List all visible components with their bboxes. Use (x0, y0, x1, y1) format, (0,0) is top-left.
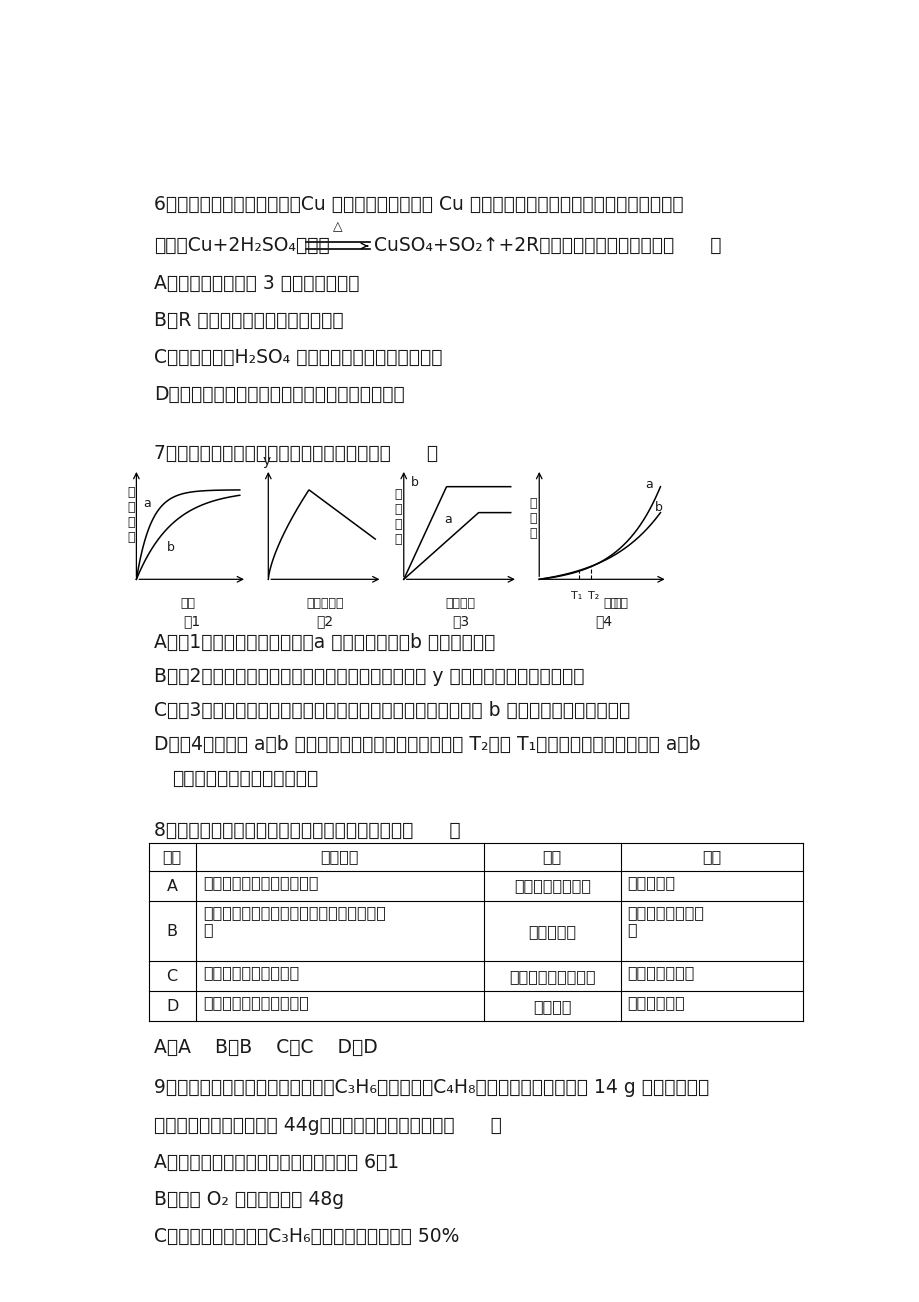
Text: T₂: T₂ (587, 591, 598, 602)
Text: 选项: 选项 (163, 849, 181, 865)
Text: 温度: 温度 (602, 598, 618, 611)
Text: C．混合气体中丙烯（C₃H₆）的质量分数一定为 50%: C．混合气体中丙烯（C₃H₆）的质量分数一定为 50% (154, 1226, 459, 1246)
Text: 该溶液显碱性: 该溶液显碱性 (626, 995, 684, 1010)
Text: B．R 为相对分子质量最小的氧化物: B．R 为相对分子质量最小的氧化物 (154, 311, 344, 329)
Text: 气
体
质
量: 气 体 质 量 (128, 486, 135, 544)
Text: 溶
液
质
量: 溶 液 质 量 (393, 488, 402, 546)
Text: 结论: 结论 (702, 849, 720, 865)
Text: 向某溶液中滴加酚酞溶液: 向某溶液中滴加酚酞溶液 (202, 995, 308, 1010)
Text: 生石灰质量: 生石灰质量 (306, 598, 344, 611)
Text: D．该反应不属于四种基本反应类型中的任何一种: D．该反应不属于四种基本反应类型中的任何一种 (154, 385, 404, 404)
Text: C．反应前后，H₂SO₄ 中硫的化合价全部发生了改变: C．反应前后，H₂SO₄ 中硫的化合价全部发生了改变 (154, 348, 442, 367)
Text: 溶液变红: 溶液变红 (532, 999, 571, 1014)
Text: a: a (143, 497, 151, 510)
Text: 溶
解
度: 溶 解 度 (529, 497, 537, 540)
Text: C．图3：分别向足量且等质量的盐酸中加入铁粉、锌粉，则曲线 b 代表的是加入锌粉的情况: C．图3：分别向足量且等质量的盐酸中加入铁粉、锌粉，则曲线 b 代表的是加入锌粉… (154, 700, 630, 720)
Text: C: C (166, 969, 177, 984)
Text: 氢氧化钠已完全变
质: 氢氧化钠已完全变 质 (626, 905, 703, 937)
Text: 实验操作: 实验操作 (320, 849, 358, 865)
Text: 未见大量气泡产生: 未见大量气泡产生 (514, 879, 590, 893)
Text: b: b (167, 542, 175, 555)
Text: △: △ (333, 220, 343, 233)
Text: 式为：Cu+2H₂SO₄（浓）: 式为：Cu+2H₂SO₄（浓） (154, 236, 330, 254)
Text: B．图2：某温度下，向饱和石灰水中加入生石灰，则 y 轴可以表示溶质的质量分数: B．图2：某温度下，向饱和石灰水中加入生石灰，则 y 轴可以表示溶质的质量分数 (154, 667, 584, 686)
Text: 金属质量: 金属质量 (446, 598, 475, 611)
Text: 9．液化石油气的成分中含有丙烯（C₃H₆）和丁烯（C₄H₈），将二者的混合气体 14 g 在足量氧气中: 9．液化石油气的成分中含有丙烯（C₃H₆）和丁烯（C₄H₈），将二者的混合气体 … (154, 1078, 709, 1096)
Text: 时间: 时间 (180, 598, 196, 611)
Text: b: b (654, 501, 663, 514)
Text: 铁能被氧气氧化: 铁能被氧气氧化 (626, 965, 694, 980)
Text: b: b (410, 477, 418, 490)
Text: 图1: 图1 (183, 615, 200, 629)
Text: B．消耗 O₂ 的质量一定为 48g: B．消耗 O₂ 的质量一定为 48g (154, 1190, 344, 1208)
Text: 温度: 温度 (613, 598, 628, 611)
Text: CuSO₄+SO₂↑+2R，下列说法中不正确的是（      ）: CuSO₄+SO₂↑+2R，下列说法中不正确的是（ ） (373, 236, 720, 254)
Text: 剧烈燃烧，火星四射: 剧烈燃烧，火星四射 (508, 969, 595, 984)
Text: D: D (165, 999, 178, 1014)
Text: 固体，则最终两溶液质量相等: 固体，则最终两溶液质量相等 (172, 768, 318, 788)
Text: 将铁丝在酒精灯上加热: 将铁丝在酒精灯上加热 (202, 965, 299, 980)
Text: a: a (644, 478, 652, 491)
Text: 有气泡产生: 有气泡产生 (528, 923, 576, 939)
Text: 图3: 图3 (452, 615, 469, 629)
Text: A．该反应中涉及了 3 种类型的化合物: A．该反应中涉及了 3 种类型的化合物 (154, 273, 359, 293)
Text: 图4: 图4 (595, 615, 611, 629)
Text: y: y (263, 454, 271, 467)
Text: 向固体碳酸钙中加入稀硫酸: 向固体碳酸钙中加入稀硫酸 (202, 875, 318, 891)
Text: 两者不反应: 两者不反应 (626, 875, 675, 891)
Text: D．图4：溶质为 a、b 的两质量相等的饱和溶液，温度由 T₂降至 T₁，分别析出不含结晶水的 a、b: D．图4：溶质为 a、b 的两质量相等的饱和溶液，温度由 T₂降至 T₁，分别析… (154, 734, 700, 754)
Text: 现象: 现象 (542, 849, 562, 865)
Text: 6．程浩同学查阅资料得知：Cu 与稀硫酸不反应，但 Cu 可与浓硫酸在加热的条件下反应，化学方程: 6．程浩同学查阅资料得知：Cu 与稀硫酸不反应，但 Cu 可与浓硫酸在加热的条件… (154, 195, 683, 215)
Text: B: B (166, 923, 177, 939)
Text: 7．分析下列实验图象，得到的结论正确的是（      ）: 7．分析下列实验图象，得到的结论正确的是（ ） (154, 444, 437, 464)
Text: 充分燃烧，产生二氧化碳 44g，下列判断中不正确的是（      ）: 充分燃烧，产生二氧化碳 44g，下列判断中不正确的是（ ） (154, 1116, 502, 1134)
Text: A．混合气体中碳与氢的质量之比一定是 6：1: A．混合气体中碳与氢的质量之比一定是 6：1 (154, 1152, 399, 1172)
Text: T₁: T₁ (571, 591, 582, 602)
Text: A．A    B．B    C．C    D．D: A．A B．B C．C D．D (154, 1038, 378, 1056)
Text: 图2: 图2 (316, 615, 334, 629)
Text: A．图1：双氧水溶液制氧气，a 未使用催化剂，b 使用了催化剂: A．图1：双氧水溶液制氧气，a 未使用催化剂，b 使用了催化剂 (154, 633, 495, 651)
Text: 8．下列实验操作、现象与结论对应关系正确的是（      ）: 8．下列实验操作、现象与结论对应关系正确的是（ ） (154, 822, 460, 840)
Text: A: A (166, 879, 177, 893)
Text: a: a (444, 513, 451, 526)
Text: 向久置于空气中的氢氧化钠溶液中滴加稀硫
酸: 向久置于空气中的氢氧化钠溶液中滴加稀硫 酸 (202, 905, 385, 937)
